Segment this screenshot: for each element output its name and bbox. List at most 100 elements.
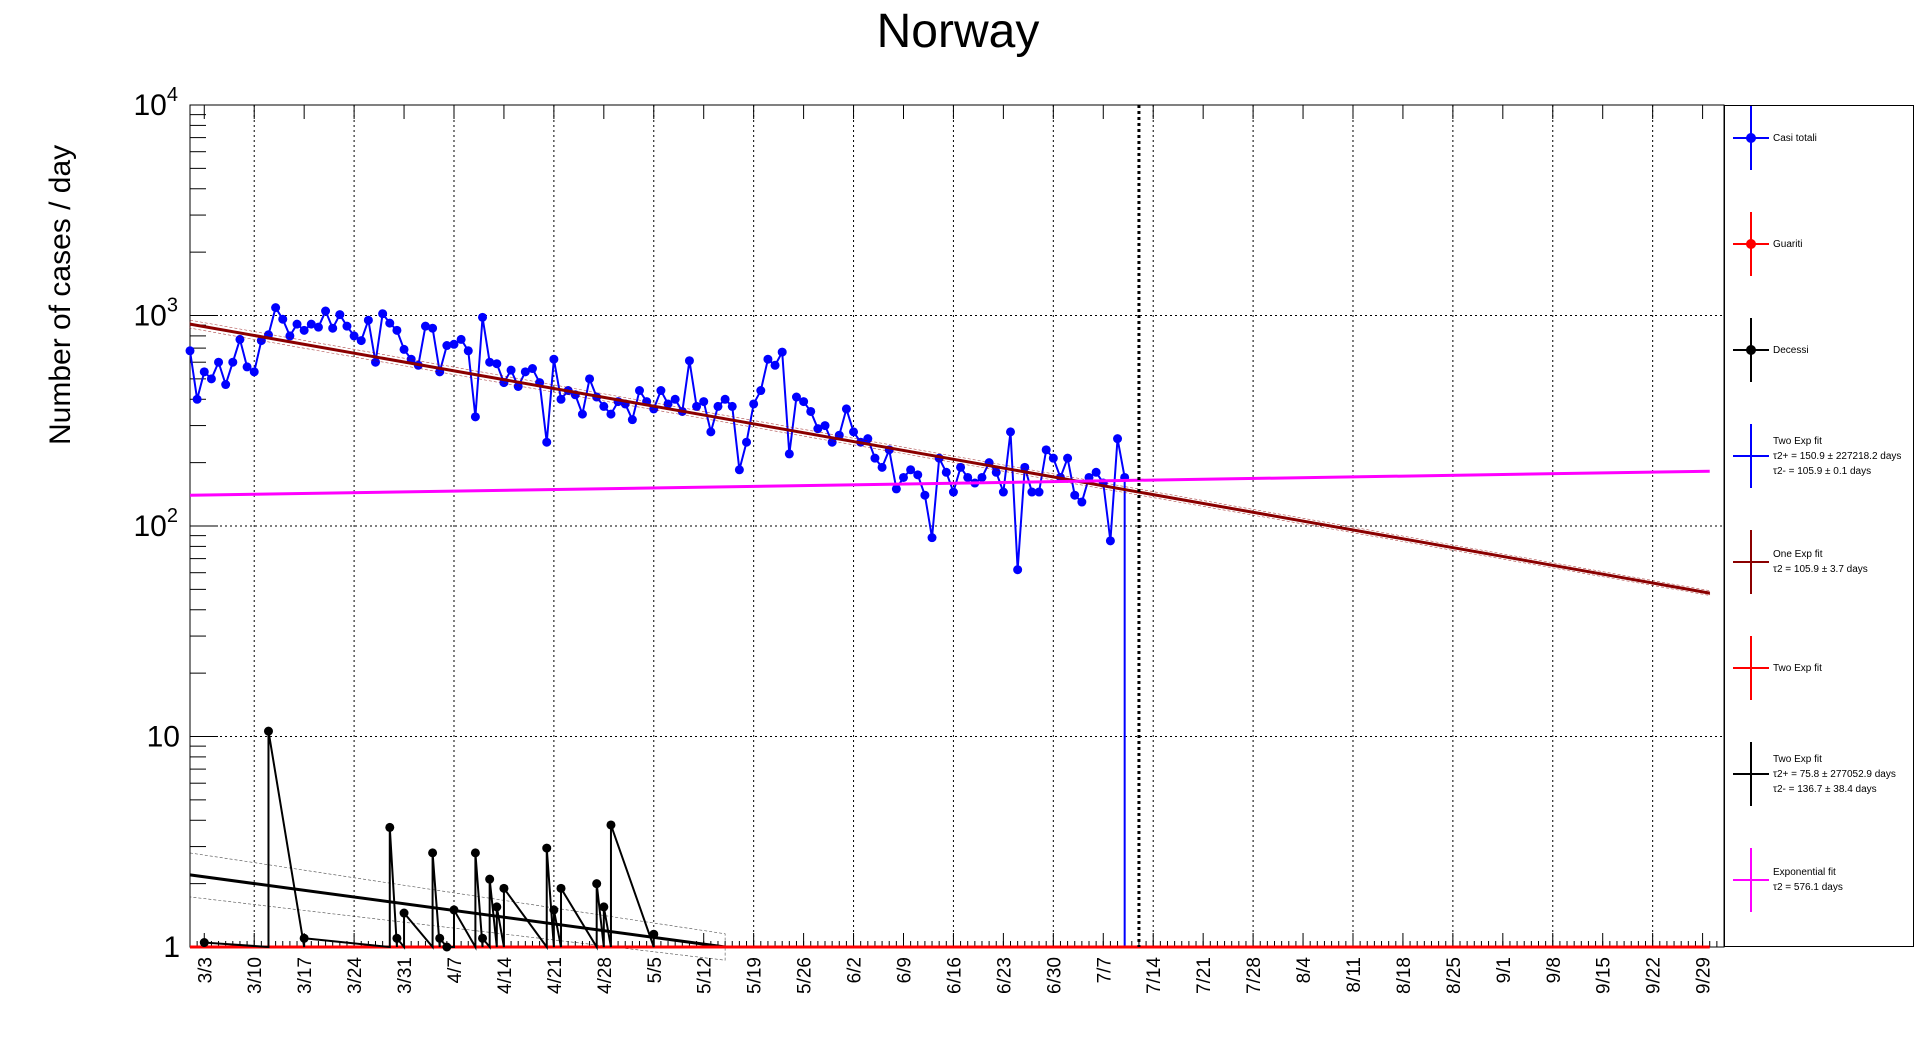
x-tick-label: 9/22 <box>1644 957 1665 994</box>
y-tick-label: 10 <box>147 721 180 754</box>
casi-totali-point <box>428 323 438 333</box>
casi-totali-point <box>692 401 702 411</box>
casi-totali-point <box>1070 490 1080 500</box>
casi-totali-point <box>506 365 516 375</box>
casi-totali-point <box>734 465 744 475</box>
x-tick-label: 8/18 <box>1394 957 1415 994</box>
casi-totali-point <box>963 472 973 482</box>
legend-label: One Exp fit <box>1773 549 1823 560</box>
casi-totali-point <box>235 334 245 344</box>
casi-totali-point <box>1027 487 1037 497</box>
x-tick-label: 8/25 <box>1444 957 1465 994</box>
casi-totali-point <box>777 347 787 357</box>
casi-totali-point <box>556 394 566 404</box>
legend-detail: τ2 = 105.9 ± 3.7 days <box>1773 564 1868 575</box>
legend-entry: Guariti <box>1725 212 1913 312</box>
decessi-point <box>392 933 402 943</box>
casi-totali-point <box>342 321 352 331</box>
casi-totali-point <box>1041 445 1051 455</box>
casi-totali-point <box>948 487 958 497</box>
casi-totali-point <box>185 346 195 356</box>
legend-entry: Casi totali <box>1725 106 1913 206</box>
casi-totali-point <box>799 397 809 407</box>
x-tick-label: 5/19 <box>745 957 766 994</box>
casi-totali-point <box>513 381 523 391</box>
legend-label: Decessi <box>1773 345 1809 356</box>
x-tick-label: 4/7 <box>445 957 466 983</box>
x-tick-label: 5/26 <box>795 957 816 994</box>
casi-totali-point <box>898 472 908 482</box>
casi-totali-point <box>813 424 823 434</box>
casi-totali-point <box>313 322 323 332</box>
black-line-icon <box>1733 742 1769 806</box>
casi-totali-point <box>1034 487 1044 497</box>
casi-totali-point <box>599 401 609 411</box>
casi-totali-point <box>278 314 288 324</box>
casi-totali-point <box>214 357 224 367</box>
casi-totali-point <box>228 357 238 367</box>
x-tick-label: 6/16 <box>944 957 965 994</box>
decessi-point <box>385 822 395 832</box>
decessi-point <box>499 883 509 893</box>
legend-entry: Decessi <box>1725 318 1913 418</box>
y-tick-label: 102 <box>134 505 179 543</box>
x-tick-label: 7/14 <box>1144 957 1165 994</box>
legend-detail: τ2- = 105.9 ± 0.1 days <box>1773 466 1872 477</box>
casi-totali-point <box>749 399 759 409</box>
casi-totali-point <box>806 406 816 416</box>
casi-totali-point <box>328 323 338 333</box>
legend-label: Two Exp fit <box>1773 436 1822 447</box>
casi-totali-point <box>713 401 723 411</box>
legend-detail: τ2+ = 75.8 ± 277052.9 days <box>1773 769 1896 780</box>
legend-detail: τ2 = 576.1 days <box>1773 882 1843 893</box>
casi-totali-point <box>784 449 794 459</box>
casi-totali-point <box>285 331 295 341</box>
casi-totali-point <box>392 325 402 335</box>
blue-line-icon <box>1733 424 1769 488</box>
casi-totali-point <box>998 487 1008 497</box>
casi-totali-point <box>1113 434 1123 444</box>
casi-totali-point <box>349 331 359 341</box>
x-tick-label: 3/17 <box>295 957 316 994</box>
casi-totali-point <box>663 399 673 409</box>
casi-totali-point <box>527 364 537 374</box>
casi-totali-point <box>520 367 530 377</box>
casi-totali-point <box>634 386 644 396</box>
x-tick-label: 9/29 <box>1694 957 1715 994</box>
casi-totali-point <box>249 367 259 377</box>
decessi-point <box>485 874 495 884</box>
two-exp-fit-black-line-error-band <box>189 852 726 961</box>
casi-totali-point <box>977 472 987 482</box>
x-tick-label: 7/28 <box>1244 957 1265 994</box>
casi-totali-point <box>863 434 873 444</box>
casi-totali-point <box>891 484 901 494</box>
casi-totali-point <box>956 462 966 472</box>
casi-totali-point <box>199 367 209 377</box>
casi-totali-point <box>870 453 880 463</box>
decessi-point <box>449 905 459 915</box>
decessi-point <box>542 843 552 853</box>
x-tick-label: 6/2 <box>845 957 866 983</box>
decessi-point <box>478 933 488 943</box>
casi-totali-point <box>742 437 752 447</box>
chart-title: Norway <box>876 5 1040 58</box>
casi-totali-point <box>470 412 480 422</box>
casi-totali-point <box>299 325 309 335</box>
casi-totali-point <box>920 490 930 500</box>
legend-detail: τ2- = 136.7 ± 38.4 days <box>1773 784 1877 795</box>
casi-totali-point <box>606 409 616 419</box>
casi-totali-point <box>684 356 694 366</box>
legend-entry: Exponential fit τ2 = 576.1 days <box>1725 848 1913 948</box>
casi-totali-point <box>1048 453 1058 463</box>
decessi-point <box>492 902 502 912</box>
casi-totali-point <box>1077 497 1087 507</box>
casi-totali-point <box>478 312 488 322</box>
casi-totali-point <box>656 386 666 396</box>
legend-entry: Two Exp fit τ2+ = 75.8 ± 277052.9 days τ2-… <box>1725 742 1913 842</box>
casi-totali-point <box>485 357 495 367</box>
legend-label: Guariti <box>1773 239 1803 250</box>
legend-label: Two Exp fit <box>1773 663 1822 674</box>
x-tick-label: 4/21 <box>545 957 566 994</box>
casi-totali-point <box>670 394 680 404</box>
x-tick-label: 3/10 <box>245 957 266 994</box>
